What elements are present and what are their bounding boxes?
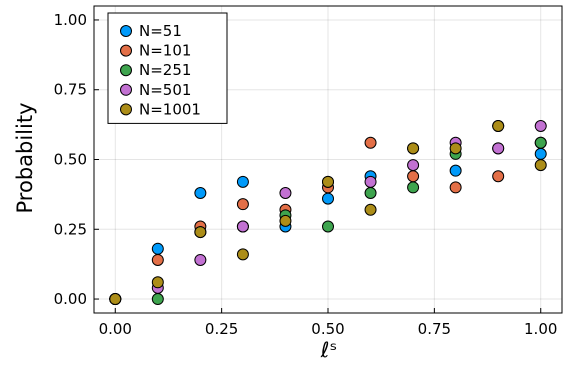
data-point — [322, 192, 334, 205]
data-point — [492, 142, 505, 155]
y-tick-label: 1.00 — [54, 11, 87, 29]
legend-marker — [120, 103, 132, 116]
data-point — [194, 253, 207, 266]
data-point — [151, 253, 164, 266]
legend-marker — [120, 64, 132, 77]
legend-label: N=501 — [139, 81, 191, 99]
y-axis-title: Probability — [13, 102, 37, 213]
y-tick-label: 0.75 — [54, 81, 87, 99]
x-tick-label: 0.75 — [418, 320, 451, 338]
data-point — [236, 248, 249, 261]
data-point — [534, 147, 547, 160]
x-tick-label: 0.00 — [99, 320, 132, 338]
data-point — [449, 142, 462, 155]
data-point — [407, 181, 420, 194]
data-point — [151, 293, 164, 306]
tick-layer: 0.00 0.25 0.50 0.75 1.00 0.00 0.25 0.50 0.75 1.00 — [54, 11, 558, 338]
series-4 — [109, 120, 547, 306]
data-point — [279, 214, 292, 227]
data-point — [322, 175, 334, 188]
y-tick-label: 0.00 — [54, 290, 87, 308]
data-point — [407, 142, 420, 155]
data-point — [534, 136, 547, 149]
data-point — [364, 175, 377, 188]
data-point — [407, 159, 420, 172]
data-point — [279, 186, 292, 199]
data-point — [492, 170, 505, 183]
data-point — [236, 175, 249, 188]
legend-marker — [120, 44, 132, 57]
data-point — [364, 203, 377, 216]
legend-marker — [120, 25, 132, 37]
x-axis-title: ℓˢ — [320, 338, 338, 362]
legend-label: N=1001 — [139, 100, 201, 118]
data-point — [534, 159, 547, 172]
legend-label: N=101 — [139, 42, 191, 60]
data-point — [492, 120, 505, 133]
legend-marker — [120, 83, 132, 96]
data-point — [364, 136, 377, 149]
y-tick-label: 0.50 — [54, 151, 87, 169]
data-point — [194, 186, 207, 199]
data-point — [449, 164, 462, 177]
data-point — [151, 276, 164, 289]
data-point — [236, 198, 249, 211]
legend-label: N=251 — [139, 61, 191, 79]
data-point — [534, 120, 547, 133]
data-point — [449, 181, 462, 194]
data-point — [194, 226, 207, 239]
data-point — [236, 220, 249, 233]
x-tick-label: 0.50 — [311, 320, 344, 338]
x-tick-label: 1.00 — [524, 320, 557, 338]
data-point — [109, 293, 122, 306]
data-point — [322, 220, 334, 233]
x-tick-label: 0.25 — [205, 320, 238, 338]
points-layer — [109, 120, 547, 306]
data-point — [407, 170, 420, 183]
y-tick-label: 0.25 — [54, 220, 87, 238]
legend-label: N=51 — [139, 22, 182, 40]
data-point — [364, 186, 377, 199]
data-point — [151, 242, 164, 255]
